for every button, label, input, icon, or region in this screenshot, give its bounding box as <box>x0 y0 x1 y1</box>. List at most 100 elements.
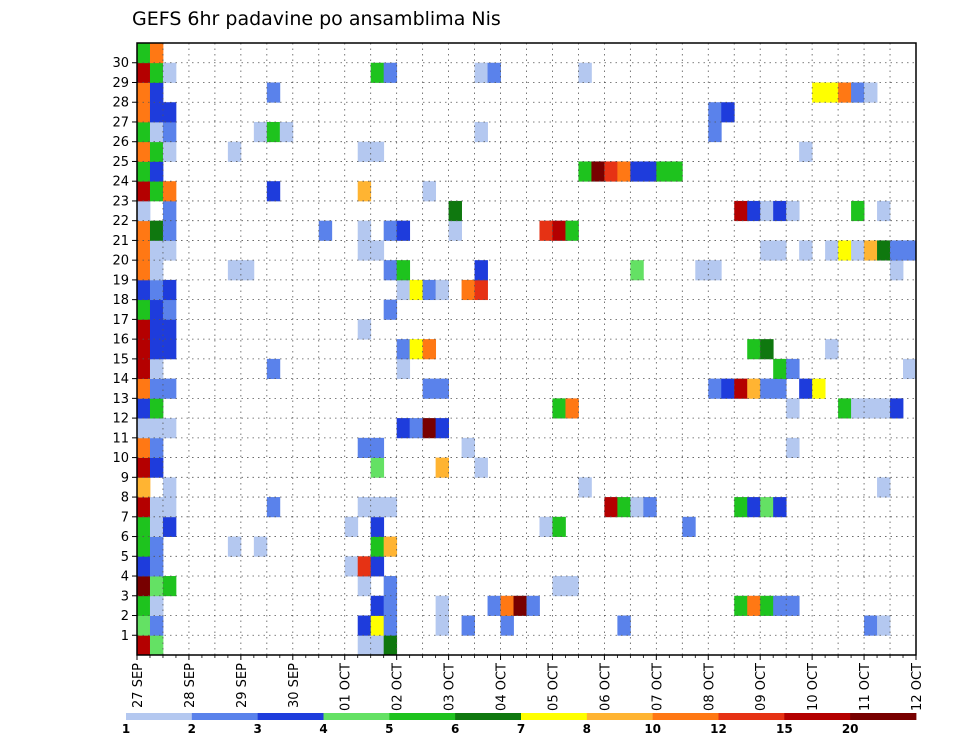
heatmap-cell <box>370 240 385 261</box>
heatmap-cell <box>461 615 475 636</box>
heatmap-cell <box>137 82 151 103</box>
heatmap-cell <box>162 121 177 143</box>
heatmap-cell <box>162 378 177 399</box>
y-tick-label: 17 <box>112 313 129 328</box>
heatmap-cell <box>253 121 268 143</box>
heatmap-cell <box>461 279 475 301</box>
heatmap-cell <box>137 615 151 636</box>
heatmap-cell <box>137 220 151 241</box>
legend-swatch <box>850 713 917 720</box>
heatmap-cell <box>149 437 164 458</box>
x-tick-label: 09 OCT <box>754 663 769 711</box>
y-tick-label: 30 <box>112 56 129 71</box>
heatmap-cell <box>137 497 151 518</box>
x-tick-label: 07 OCT <box>650 663 665 711</box>
heatmap-cell <box>721 102 735 123</box>
grid-layer <box>137 43 916 655</box>
y-tick-label: 14 <box>112 372 129 387</box>
heatmap-cell <box>773 200 787 222</box>
heatmap-cell <box>266 181 281 202</box>
legend-swatch <box>323 713 390 720</box>
y-tick-label: 21 <box>112 234 129 249</box>
heatmap-cell <box>578 161 592 182</box>
legend-label: 2 <box>188 722 196 736</box>
heatmap-cell <box>565 576 579 597</box>
heatmap-cell <box>149 615 164 636</box>
heatmap-cell <box>149 378 164 399</box>
heatmap-cell <box>539 220 553 241</box>
heatmap-cell <box>747 497 761 518</box>
heatmap-cell <box>396 418 411 439</box>
heatmap-cell <box>630 161 644 182</box>
x-tick-label: 03 OCT <box>443 663 458 711</box>
heatmap-cell <box>137 516 151 537</box>
heatmap-cell <box>137 319 151 340</box>
heatmap-cell <box>383 595 398 616</box>
heatmap-cell <box>708 121 722 143</box>
heatmap-cell <box>137 200 151 222</box>
x-tick-label: 08 OCT <box>702 663 717 711</box>
heatmap-cell <box>137 279 151 301</box>
heatmap-cell <box>708 260 722 281</box>
heatmap-cell <box>877 477 891 498</box>
heatmap-cell <box>396 260 411 281</box>
y-tick-label: 15 <box>112 352 129 367</box>
heatmap-cell <box>357 319 372 340</box>
heatmap-cell <box>266 497 281 518</box>
heatmap-cell <box>149 299 164 320</box>
heatmap-cell <box>578 477 592 498</box>
heatmap-cell <box>357 181 372 202</box>
heatmap-cell <box>422 279 437 301</box>
heatmap-cell <box>422 339 437 360</box>
x-tick-label: 30 SEP <box>287 663 302 708</box>
heatmap-cell <box>137 477 151 498</box>
heatmap-cell <box>162 220 177 241</box>
heatmap-cell <box>137 595 151 616</box>
heatmap-cell <box>799 141 813 162</box>
y-tick-label: 24 <box>112 175 129 190</box>
heatmap-cell <box>162 299 177 320</box>
heatmap-cell <box>318 220 333 241</box>
heatmap-cell <box>643 497 657 518</box>
heatmap-cell <box>357 240 372 261</box>
heatmap-cell <box>734 595 748 616</box>
heatmap-cell <box>240 260 255 281</box>
heatmap-cell <box>474 62 488 83</box>
heatmap-cell <box>137 378 151 399</box>
heatmap-cell <box>877 240 891 261</box>
y-tick-label: 11 <box>112 431 129 446</box>
heatmap-cell <box>357 220 372 241</box>
heatmap-cell <box>487 595 501 616</box>
legend-swatch <box>455 713 522 720</box>
heatmap-cell <box>137 576 151 597</box>
heatmap-cell <box>695 260 709 281</box>
heatmap-cell <box>552 220 566 241</box>
heatmap-cell <box>149 516 164 537</box>
heatmap-cell <box>149 497 164 518</box>
heatmap-cell <box>838 240 852 261</box>
y-axis: 1234567891011121314151617181920212223242… <box>112 56 137 644</box>
heatmap-cell <box>137 260 151 281</box>
heatmap-cell <box>227 141 242 162</box>
heatmap-cell <box>137 635 151 656</box>
heatmap-cell <box>851 398 865 419</box>
legend-swatch <box>389 713 456 720</box>
heatmap-cell <box>357 615 372 636</box>
heatmap-cell <box>396 358 411 380</box>
heatmap-cell <box>448 200 462 222</box>
heatmap-cell <box>422 418 437 439</box>
legend-label: 6 <box>451 722 459 736</box>
heatmap-cell <box>383 299 398 320</box>
heatmap-cell <box>435 418 449 439</box>
x-tick-label: 02 OCT <box>391 663 406 711</box>
heatmap-cell <box>149 82 164 103</box>
heatmap-cell <box>137 358 151 380</box>
heatmap-cell <box>137 398 151 419</box>
heatmap-cell <box>149 240 164 261</box>
heatmap-cell <box>760 378 774 399</box>
heatmap-cell <box>253 536 268 557</box>
heatmap-cell <box>669 161 683 182</box>
heatmap-cell <box>149 141 164 162</box>
heatmap-cell <box>877 200 891 222</box>
heatmap-cell <box>162 141 177 162</box>
